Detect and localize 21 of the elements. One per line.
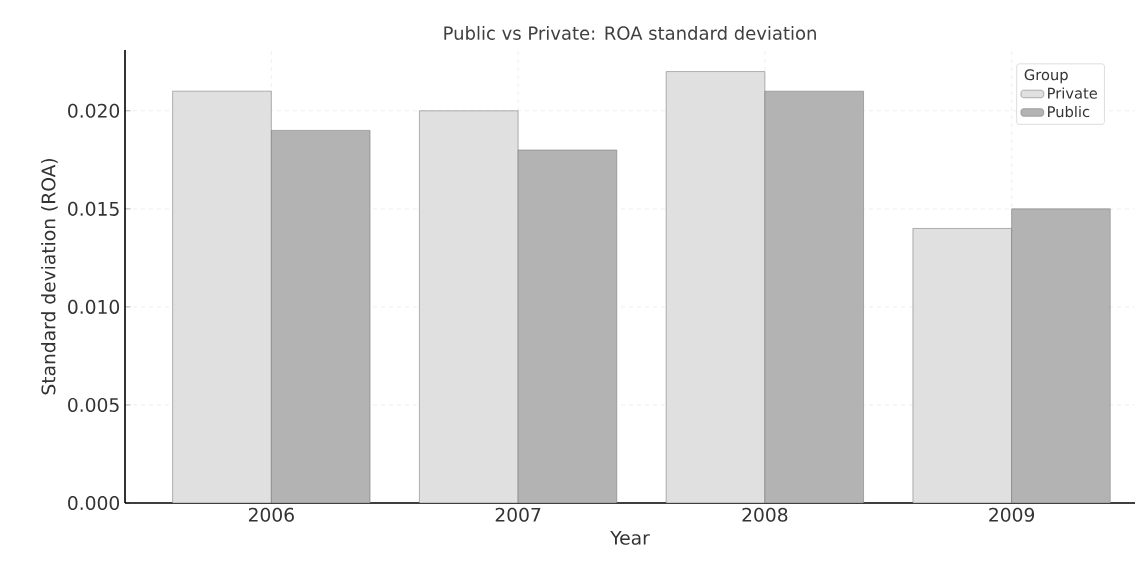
bar: [912, 228, 1012, 503]
bar: [764, 90, 864, 503]
x-tick-label: 2007: [495, 507, 541, 522]
chart-title: Public vs Private: ROA standard deviation: [444, 26, 816, 40]
y-tick-label: 0.000: [68, 495, 120, 511]
bar: [517, 149, 618, 503]
bar: [1011, 208, 1111, 503]
x-tick-label: 2008: [742, 507, 788, 522]
x-tick-label: 2009: [989, 507, 1035, 522]
bar: [271, 130, 371, 503]
y-tick-label: 0.015: [68, 201, 119, 216]
y-tick-label: 0.020: [68, 103, 120, 118]
legend-label: Private: [1048, 87, 1098, 99]
x-axis-title: Year: [610, 530, 650, 545]
y-axis-title: Standard deviation (ROA): [41, 158, 58, 395]
legend-label: Public: [1048, 105, 1090, 118]
y-tick-label: 0.010: [68, 299, 120, 314]
legend-title: Group: [1024, 69, 1068, 84]
x-tick-label: 2006: [248, 507, 294, 522]
bar: [172, 90, 272, 503]
y-tick-label: 0.005: [68, 397, 119, 413]
